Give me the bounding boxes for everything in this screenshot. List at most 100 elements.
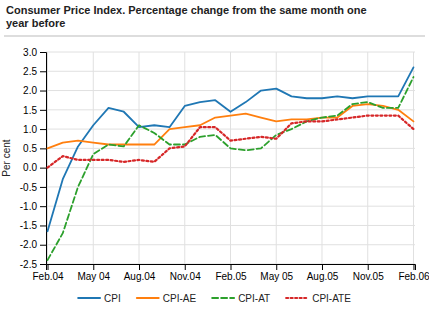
grid-line-x [47,52,48,264]
y-axis-title: Per cent [1,139,12,176]
x-tick-label: May 05 [260,271,293,282]
y-tick: -2.0 [20,239,46,250]
x-tick: Nov.04 [170,264,201,282]
y-tick: -1.5 [20,220,46,231]
legend-item: CPI-AT [212,293,270,304]
y-tick-label: 3.0 [23,47,37,58]
x-axis: Feb.04 May 04 Aug.04 Nov.04 Feb.05 May 05 Aug.… [32,264,429,282]
y-tick-mark [40,187,46,188]
x-tick-label: May 04 [77,271,110,282]
y-tick-mark [40,110,46,111]
grid-line-x [230,52,231,264]
grid-line-x [184,52,185,264]
x-tick-mark [413,264,414,270]
x-tick-label: Feb.04 [32,271,64,282]
legend-item: CPI [78,293,121,304]
x-tick-label: Aug.04 [124,271,156,282]
lines [48,67,414,260]
x-tick: Feb.06 [398,264,429,282]
x-tick-mark [93,264,94,270]
y-tick-label: -1.0 [20,201,38,212]
y-tick-label: -0.5 [20,182,38,193]
y-tick-mark [40,168,46,169]
x-axis-line [47,265,416,271]
y-axis: -2.5 -2.0 -1.5 -1.0 -0.5 0.0 0.5 1.0 1.5 2.0 2.5 3.… [20,47,47,270]
legend-swatch [137,297,159,299]
legend-label: CPI-AT [238,293,270,304]
x-tick: Feb.05 [215,264,247,282]
legend-label: CPI-ATE [312,293,351,304]
y-tick-label: -2.0 [20,239,38,250]
y-tick: 2.5 [23,66,46,77]
legend-label: CPI [104,293,121,304]
x-tick-label: Nov.05 [353,271,384,282]
x-tick: Feb.04 [32,264,64,282]
y-tick-mark [40,264,46,265]
legend: CPI CPI-AE CPI-AT CPI-ATE [78,293,351,304]
y-tick-mark [40,206,46,207]
y-tick: -1.0 [20,201,46,212]
series-line [48,116,414,168]
x-tick: Nov.05 [353,264,384,282]
y-tick-mark [40,52,46,53]
chart-svg: Consumer Price Index. Percentage change … [0,0,429,310]
grid-line-x [321,52,322,264]
legend-swatch [78,297,100,299]
title-separator [4,36,425,37]
x-tick: May 05 [260,264,293,282]
title: Consumer Price Index. Percentage change … [6,4,367,29]
legend-swatch [286,297,308,299]
x-tick: May 04 [77,264,110,282]
title-line: Consumer Price Index. Percentage change … [6,4,367,16]
x-tick: Aug.05 [307,264,339,282]
y-tick-label: 0.5 [23,143,37,154]
y-tick: 1.5 [23,105,46,116]
y-tick-mark [40,148,46,149]
x-tick-mark [322,264,323,270]
y-tick: 2.0 [23,85,46,96]
x-tick-mark [231,264,232,270]
y-tick-label: -1.5 [20,220,38,231]
legend-swatch [212,297,234,299]
x-tick-label: Nov.04 [170,271,201,282]
chart-container: Consumer Price Index. Percentage change … [0,0,429,310]
x-tick-label: Aug.05 [307,271,339,282]
y-tick-mark [40,245,46,246]
y-tick-label: 2.0 [23,85,37,96]
y-tick: 0.5 [23,143,46,154]
y-tick-mark [40,91,46,92]
x-tick-mark [139,264,140,270]
x-tick-mark [185,264,186,270]
y-tick: 0.0 [23,162,46,173]
y-tick: 1.0 [23,124,46,135]
y-tick: -2.5 [20,259,46,270]
grid-line-x [276,52,277,264]
x-tick-label: Feb.05 [215,271,247,282]
grid [46,52,415,264]
x-tick-mark [276,264,277,270]
plot-area: -2.5 -2.0 -1.5 -1.0 -0.5 0.0 0.5 1.0 1.5 2.0 2.5 3.… [1,47,429,282]
x-tick-label: Feb.06 [398,271,429,282]
y-tick: -0.5 [20,182,46,193]
grid-line-x [367,52,368,264]
y-axis-line [40,53,47,265]
y-tick-label: 0.0 [23,162,37,173]
y-tick-mark [40,71,46,72]
x-tick-mark [368,264,369,270]
x-tick: Aug.04 [124,264,156,282]
legend-label: CPI-AE [163,293,197,304]
y-tick-mark [40,225,46,226]
grid-line-x [93,52,94,264]
x-tick-mark [48,264,49,270]
y-tick-label: 1.5 [23,105,37,116]
legend-item: CPI-ATE [286,293,351,304]
y-tick-mark [40,129,46,130]
grid-line-x [139,52,140,264]
series-line [48,77,414,260]
y-tick-label: 2.5 [23,66,37,77]
title-line: year before [6,17,65,29]
y-tick-label: -2.5 [20,259,38,270]
legend-item: CPI-AE [137,293,197,304]
y-tick: 3.0 [23,47,46,58]
y-tick-label: 1.0 [23,124,37,135]
